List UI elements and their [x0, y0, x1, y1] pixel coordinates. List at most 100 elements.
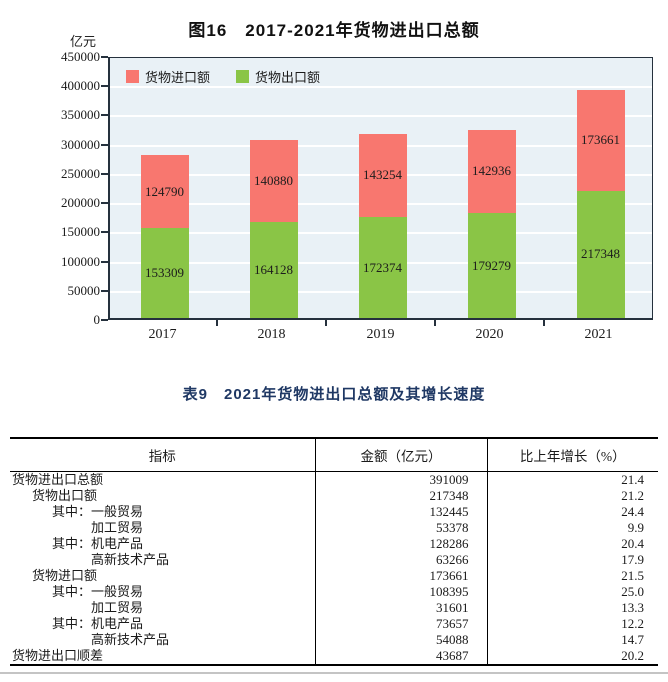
y-axis-tick-mark [101, 85, 108, 88]
y-axis-tick-mark [101, 260, 108, 263]
legend-entry: 货物出口额 [236, 67, 320, 86]
y-axis-tick-mark [101, 289, 108, 292]
chart-plot-area: 货物进口额 货物出口额 124790 153309 140880 164128 14325… [108, 57, 653, 320]
bar-value-label: 179279 [472, 257, 511, 273]
table-row: 其中：一般贸易 132445 24.4 [10, 503, 658, 520]
amount-cell: 132445 [314, 503, 487, 520]
stacked-bar-2019: 143254 172374 [358, 133, 407, 318]
y-axis-tick-label: 250000 [61, 165, 100, 181]
legend-label: 货物出口额 [255, 70, 321, 85]
x-axis-tick-mark [216, 320, 218, 326]
export-segment: 153309 [140, 228, 189, 318]
amount-cell: 173661 [314, 567, 487, 584]
amount-cell: 54088 [314, 631, 487, 648]
x-axis-tick-mark [434, 320, 436, 326]
growth-cell: 12.2 [486, 615, 658, 632]
bar-value-label: 143254 [363, 167, 402, 183]
bar-value-label: 217348 [581, 246, 620, 262]
indicator-cell: 加工贸易 [91, 599, 144, 615]
import-segment: 140880 [249, 139, 298, 223]
column-header-amount: 金额（亿元） [314, 438, 487, 472]
legend-color-swatch [126, 70, 139, 83]
y-axis-tick-label: 100000 [61, 253, 100, 269]
table-row: 其中：机电产品 73657 12.2 [10, 615, 658, 632]
table-row: 高新技术产品 63266 17.9 [10, 551, 658, 568]
stacked-bar-2017: 124790 153309 [140, 155, 189, 318]
stacked-bar-2021: 173661 217348 [576, 89, 625, 318]
growth-cell: 14.7 [486, 631, 658, 648]
export-segment: 164128 [249, 222, 298, 318]
bar-value-label: 153309 [145, 265, 184, 281]
x-axis-category-label: 2020 [475, 327, 504, 342]
table-row: 货物进口额 173661 21.5 [10, 567, 658, 584]
x-axis-tick-mark [543, 320, 545, 326]
y-axis-tick-label: 0 [93, 312, 101, 327]
indicator-cell: 其中：机电产品 [52, 615, 144, 631]
bar-value-label: 173661 [581, 132, 620, 148]
y-axis-tick-mark [101, 114, 108, 117]
y-axis-tick-mark [101, 202, 108, 205]
column-header-indicator: 指标 [10, 438, 315, 472]
y-axis-tick-mark [101, 56, 108, 58]
table-title: 表9 2021年货物进出口总额及其增长速度 [182, 386, 486, 403]
amount-cell: 128286 [314, 535, 487, 552]
y-axis-tick-label: 350000 [61, 107, 100, 123]
table-row: 加工贸易 31601 13.3 [10, 599, 658, 616]
bar-value-label: 140880 [254, 172, 293, 188]
table-row: 其中：一般贸易 108395 25.0 [10, 583, 658, 600]
y-axis-tick-label: 200000 [61, 195, 100, 211]
growth-cell: 13.3 [486, 599, 658, 616]
y-axis-tick-mark [101, 172, 108, 175]
y-axis-tick-label: 300000 [61, 136, 100, 152]
amount-cell: 108395 [314, 583, 487, 600]
table-row: 货物出口额 217348 21.2 [10, 487, 658, 504]
amount-cell: 63266 [314, 551, 487, 568]
export-segment: 217348 [576, 190, 625, 318]
import-segment: 124790 [140, 155, 189, 229]
table-row: 其中：机电产品 128286 20.4 [10, 535, 658, 552]
indicator-cell: 货物出口额 [32, 487, 98, 503]
export-segment: 172374 [358, 217, 407, 318]
page-bottom-rule [0, 672, 668, 674]
x-axis-tick-mark [325, 320, 327, 326]
y-axis-tick-label: 150000 [61, 224, 100, 240]
growth-cell: 9.9 [486, 519, 658, 536]
indicator-cell: 其中：一般贸易 [52, 583, 144, 599]
amount-cell: 53378 [314, 519, 487, 536]
stacked-bar-2018: 140880 164128 [249, 139, 298, 318]
table-row: 货物进出口总额 391009 21.4 [10, 471, 658, 488]
chart-title: 图16 2017-2021年货物进出口总额 [188, 21, 480, 40]
amount-cell: 73657 [314, 615, 487, 632]
amount-cell: 31601 [314, 599, 487, 616]
indicator-cell: 高新技术产品 [91, 551, 170, 567]
y-axis-tick-label: 400000 [61, 78, 100, 94]
indicator-cell: 其中：机电产品 [52, 535, 144, 551]
growth-cell: 21.2 [486, 487, 658, 504]
growth-cell: 20.2 [486, 647, 658, 665]
import-segment: 143254 [358, 133, 407, 218]
legend-entry: 货物进口额 [126, 67, 210, 86]
amount-cell: 217348 [314, 487, 487, 504]
growth-cell: 21.5 [486, 567, 658, 584]
y-axis-tick-label: 50000 [67, 282, 101, 298]
indicator-cell: 高新技术产品 [91, 631, 170, 647]
x-axis-category-label: 2018 [257, 327, 286, 342]
y-axis-unit-label: 亿元 [70, 34, 97, 49]
import-segment: 173661 [576, 89, 625, 191]
x-axis-category-label: 2017 [148, 327, 177, 342]
y-axis-tick-label: 450000 [61, 49, 100, 64]
growth-cell: 25.0 [486, 583, 658, 600]
gridline [110, 115, 652, 118]
import-segment: 142936 [467, 129, 516, 214]
legend-label: 货物进口额 [145, 70, 211, 85]
amount-cell: 391009 [314, 471, 487, 488]
export-segment: 179279 [467, 213, 516, 318]
y-axis-tick-mark [101, 143, 108, 146]
growth-cell: 21.4 [486, 471, 658, 488]
growth-cell: 24.4 [486, 503, 658, 520]
table-row: 高新技术产品 54088 14.7 [10, 631, 658, 648]
indicator-cell: 货物进口额 [32, 567, 98, 583]
x-axis-category-label: 2021 [584, 327, 613, 342]
chart-legend: 货物进口额 货物出口额 [126, 67, 320, 86]
indicator-cell: 货物进出口总额 [12, 471, 104, 487]
